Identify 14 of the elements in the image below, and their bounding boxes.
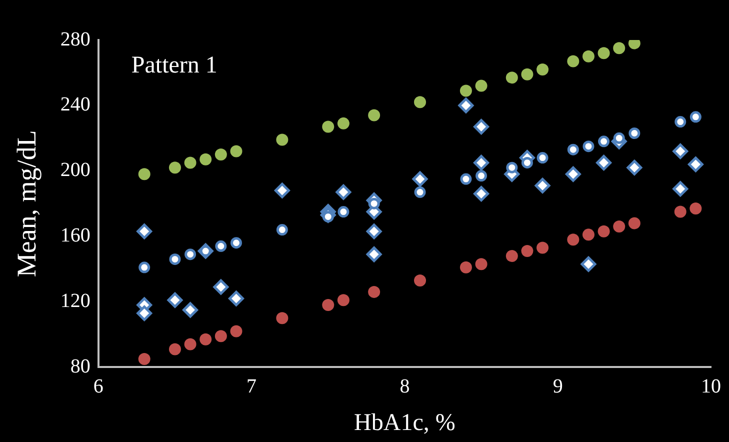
y-tick-label: 280 (60, 28, 90, 50)
x-axis-title: HbA1c, % (354, 410, 456, 436)
x-tick-label: 7 (246, 375, 257, 398)
y-tick-label: 200 (60, 159, 90, 182)
annotation: Pattern 1 (131, 52, 218, 78)
x-tick-label: 6 (93, 375, 104, 398)
y-tick-label: 160 (60, 224, 90, 247)
x-tick-label: 10 (701, 375, 721, 398)
y-tick-label: 240 (60, 94, 90, 116)
y-tick-label: 120 (60, 290, 90, 312)
y-axis-title: Mean, mg/dL (11, 130, 42, 278)
x-tick-label: 9 (552, 375, 563, 398)
y-tick-label: 80 (70, 355, 90, 378)
x-tick-label: 8 (400, 375, 410, 398)
